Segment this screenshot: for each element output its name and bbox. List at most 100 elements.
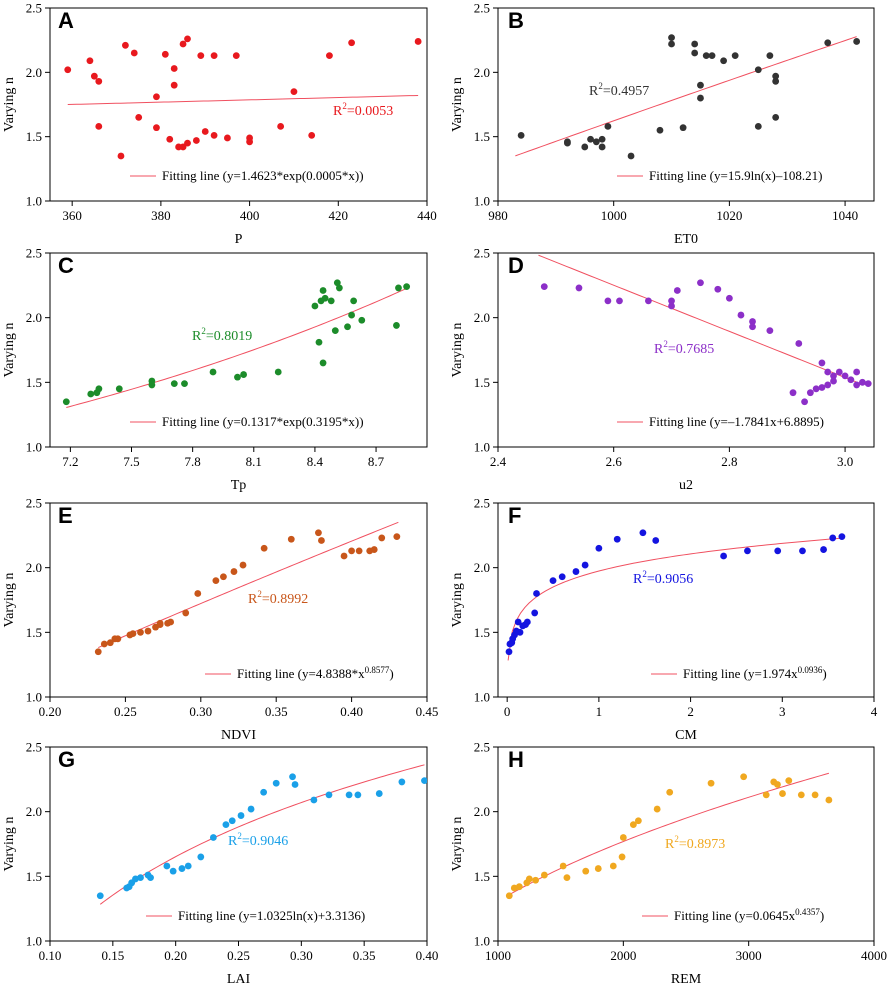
panel-g: 0.10 0.15 0.20 0.25 0.30 0.35 0.40 1.0 1.5 2.0 2.5… xyxy=(2,740,438,986)
data-point xyxy=(707,779,715,787)
data-point xyxy=(559,862,567,870)
y-tick-label: 2.5 xyxy=(474,740,490,755)
data-point xyxy=(812,385,820,393)
x-tick-label: 8.1 xyxy=(246,454,262,469)
data-point xyxy=(772,77,780,85)
data-point xyxy=(354,791,362,799)
y-tick-label: 1.0 xyxy=(26,934,42,949)
data-point xyxy=(604,297,612,305)
y-axis-title: Varying n xyxy=(450,77,465,132)
data-point xyxy=(64,66,72,74)
x-tick-label: 8.4 xyxy=(307,454,324,469)
data-point xyxy=(94,648,102,656)
data-point xyxy=(691,49,699,57)
x-axis-title: NDVI xyxy=(221,728,256,743)
data-point xyxy=(702,52,710,60)
data-point xyxy=(333,279,341,287)
data-point xyxy=(144,627,152,635)
x-axis-title: P xyxy=(235,232,243,247)
data-point xyxy=(355,547,363,555)
x-tick-label: 0.10 xyxy=(39,948,62,963)
data-point xyxy=(167,618,175,626)
x-tick-label: 7.8 xyxy=(185,454,201,469)
data-point xyxy=(62,398,70,406)
data-point xyxy=(754,122,762,130)
y-axis-title: Varying n xyxy=(2,817,17,872)
data-point xyxy=(395,284,402,292)
data-point xyxy=(240,371,247,378)
y-axis-title: Varying n xyxy=(450,573,465,628)
data-point xyxy=(532,876,539,884)
y-tick-label: 1.5 xyxy=(26,869,42,884)
data-point xyxy=(375,790,383,797)
y-tick-label: 2.0 xyxy=(26,560,42,575)
data-point xyxy=(629,821,637,828)
data-point xyxy=(163,862,171,870)
data-point xyxy=(847,376,855,384)
plot-area xyxy=(515,34,861,160)
data-point xyxy=(184,139,191,147)
y-tick-label: 2.0 xyxy=(26,310,42,325)
x-tick-label: 3000 xyxy=(736,948,762,963)
data-point xyxy=(533,590,540,597)
x-tick-label: 2 xyxy=(687,704,694,719)
data-point xyxy=(604,122,612,130)
x-axis-title: ET0 xyxy=(674,232,698,247)
data-point xyxy=(749,318,756,325)
data-point xyxy=(310,796,318,804)
data-point xyxy=(859,378,866,386)
data-point xyxy=(287,535,295,543)
data-point xyxy=(653,805,661,813)
plot-frame xyxy=(497,746,875,942)
data-point xyxy=(178,865,186,872)
data-point xyxy=(673,287,681,294)
y-tick-label: 1.5 xyxy=(26,375,42,390)
fitting-line xyxy=(507,537,842,661)
data-point xyxy=(592,138,600,146)
data-point xyxy=(246,138,253,146)
data-point xyxy=(421,777,427,785)
data-point xyxy=(754,66,762,74)
data-point xyxy=(668,297,675,305)
panel-h: 1000 2000 3000 4000 1.0 1.5 2.0 2.5 REM Varying n… xyxy=(450,740,887,986)
y-tick-label: 1.5 xyxy=(474,129,490,144)
y-tick-label: 1.5 xyxy=(26,129,42,144)
data-point xyxy=(179,143,187,151)
data-point xyxy=(222,821,230,828)
x-tick-label: 0.20 xyxy=(164,948,187,963)
data-point xyxy=(291,781,299,788)
plot-frame xyxy=(49,502,428,698)
y-tick-label: 1.0 xyxy=(474,934,490,949)
y-tick-label: 2.5 xyxy=(474,496,490,511)
x-tick-label: 3.0 xyxy=(837,454,853,469)
x-tick-label: 380 xyxy=(151,208,171,223)
x-tick-label: 0 xyxy=(504,704,511,719)
data-point xyxy=(824,368,832,376)
data-point xyxy=(148,377,156,385)
y-tick-label: 1.0 xyxy=(474,690,490,705)
data-point xyxy=(668,40,675,48)
y-tick-label: 1.5 xyxy=(474,625,490,640)
data-point xyxy=(811,791,819,799)
data-point xyxy=(319,287,327,294)
data-point xyxy=(582,867,590,875)
panel-letter: D xyxy=(508,253,524,278)
x-tick-label: 0.15 xyxy=(101,948,124,963)
data-point xyxy=(135,113,143,121)
fitting-line xyxy=(98,521,399,649)
data-point xyxy=(358,316,366,324)
data-point xyxy=(350,297,358,305)
data-point xyxy=(572,568,580,575)
data-point xyxy=(618,853,626,861)
data-point xyxy=(161,50,169,58)
data-point xyxy=(766,327,774,334)
x-tick-label: 0.25 xyxy=(114,704,137,719)
x-tick-label: 440 xyxy=(417,208,437,223)
data-point xyxy=(232,52,240,60)
data-point xyxy=(666,788,674,796)
y-tick-label: 2.5 xyxy=(474,246,490,261)
panel-letter: H xyxy=(508,747,524,772)
panel-letter: C xyxy=(58,253,74,278)
data-point xyxy=(714,285,722,293)
data-point xyxy=(209,834,217,841)
